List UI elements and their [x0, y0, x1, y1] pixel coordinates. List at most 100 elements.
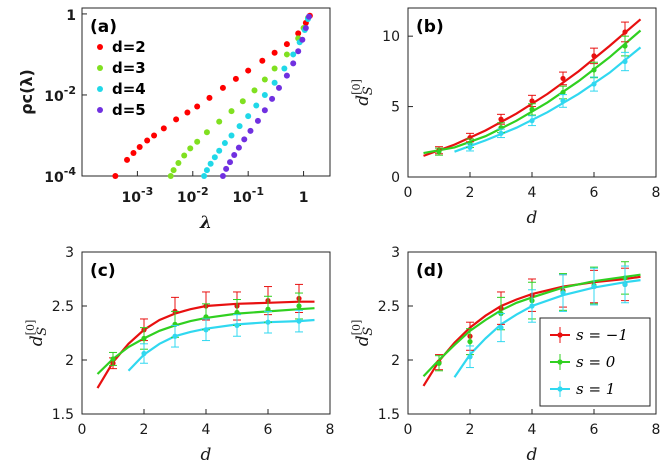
legend-label-a-2: d=4	[112, 80, 146, 98]
data-point-2-2-2	[203, 327, 209, 333]
legend-marker-3-0	[557, 332, 563, 338]
fit-line-2-1	[96, 307, 315, 375]
data-point-3-2-2	[529, 303, 535, 309]
x-tick-label-3-4: 8	[652, 422, 661, 438]
data-point-1-0-2	[498, 116, 504, 122]
data-point-3-1-0	[436, 360, 442, 366]
data-point-a-0-0	[112, 173, 119, 179]
data-point-a-3-11	[283, 72, 290, 79]
x-tick-label-2-3: 6	[264, 422, 273, 438]
data-point-a-2-3	[211, 154, 218, 161]
x-tick-label-a-0: 10-3	[122, 185, 154, 206]
x-axis-label-1: d	[527, 208, 538, 228]
data-point-a-0-15	[271, 49, 278, 56]
data-point-a-1-12	[271, 65, 278, 72]
x-axis-label-2: d	[201, 445, 212, 465]
data-point-a-0-5	[151, 132, 158, 139]
data-point-a-3-5	[241, 136, 248, 143]
x-tick-label-1-2: 4	[528, 185, 537, 201]
data-point-a-2-13	[290, 51, 297, 58]
data-point-a-3-10	[275, 84, 282, 91]
data-point-a-2-6	[228, 132, 235, 139]
data-point-a-0-9	[194, 103, 201, 110]
data-point-2-1-0	[110, 356, 116, 362]
fit-line-3-0	[422, 275, 641, 387]
data-point-a-1-11	[261, 76, 268, 83]
data-point-a-0-10	[206, 94, 213, 101]
panel-label-0: (a)	[90, 17, 117, 37]
data-point-2-1-4	[234, 309, 240, 316]
legend-marker-a-1	[97, 65, 103, 71]
data-point-1-2-4	[591, 81, 597, 87]
data-point-1-2-1	[498, 130, 504, 136]
data-point-3-2-4	[591, 283, 597, 290]
data-point-a-3-14	[299, 36, 306, 43]
data-point-a-0-11	[219, 84, 226, 91]
y-tick-label-a-0: 10-4	[44, 165, 76, 186]
x-tick-label-2-4: 8	[326, 422, 335, 438]
data-point-a-0-17	[295, 30, 302, 37]
x-tick-label-1-4: 8	[652, 185, 661, 201]
x-tick-label-2-2: 4	[202, 422, 211, 438]
legend-label-3-1: s = 0	[576, 353, 616, 371]
data-point-1-1-0	[436, 149, 442, 155]
fit-line-3-1	[422, 273, 641, 377]
data-point-a-1-7	[216, 118, 223, 125]
data-point-a-0-1	[124, 156, 131, 163]
data-point-1-1-1	[467, 140, 473, 146]
y-axis-label-a: ρc(λ)	[17, 69, 36, 115]
fit-line-2-0	[96, 300, 315, 389]
data-point-a-1-8	[228, 108, 235, 115]
data-point-1-1-6	[622, 43, 628, 49]
data-point-a-3-4	[235, 144, 242, 151]
data-point-a-3-13	[295, 48, 302, 55]
fit-line-1-0	[423, 18, 642, 157]
y-tick-label-a-2: 1	[66, 8, 76, 24]
data-point-a-1-9	[239, 98, 246, 105]
data-point-a-2-1	[203, 167, 210, 174]
y-tick-label-3-3: 3	[391, 245, 400, 261]
y-tick-label-2-0: 1.5	[52, 407, 74, 423]
data-point-1-2-0	[467, 144, 473, 151]
data-point-2-2-1	[172, 333, 178, 339]
y-tick-label-1-2: 10	[382, 29, 400, 45]
data-point-1-0-6	[622, 29, 628, 35]
data-point-a-1-2	[175, 159, 182, 166]
data-point-1-2-5	[622, 58, 628, 65]
fit-line-1-1	[423, 29, 642, 155]
x-tick-label-2-1: 2	[140, 422, 149, 438]
data-point-a-0-12	[232, 75, 239, 82]
y-tick-label-3-1: 2	[391, 353, 400, 369]
panel-label-1: (b)	[416, 17, 444, 37]
data-point-2-2-5	[296, 318, 302, 324]
x-tick-label-1-1: 2	[466, 185, 475, 201]
y-tick-label-2-1: 2	[65, 353, 74, 369]
y-tick-label-a-1: 10-2	[44, 84, 76, 105]
data-point-a-2-5	[221, 140, 228, 147]
x-tick-label-3-2: 4	[528, 422, 537, 438]
y-axis-label-3: d[0]S	[350, 320, 376, 346]
data-point-2-1-1	[141, 335, 147, 341]
data-point-a-1-6	[203, 129, 210, 136]
data-point-a-2-12	[281, 65, 288, 72]
data-point-1-1-3	[529, 106, 535, 112]
fit-line-1-2	[454, 46, 642, 153]
x-tick-label-1-3: 6	[590, 185, 599, 201]
data-point-a-0-8	[184, 109, 191, 116]
x-tick-label-a-3: 1	[299, 190, 309, 206]
data-point-a-1-5	[194, 138, 201, 145]
y-tick-label-2-2: 2.5	[52, 299, 74, 315]
data-point-1-2-2	[529, 118, 535, 124]
data-point-a-3-7	[254, 117, 261, 124]
y-tick-label-3-2: 2.5	[378, 299, 400, 315]
data-point-a-2-7	[236, 123, 243, 130]
data-point-a-0-14	[259, 57, 266, 64]
data-point-a-3-0	[219, 173, 226, 179]
data-point-a-0-4	[144, 137, 151, 144]
data-point-a-3-9	[269, 95, 276, 102]
data-point-a-1-1	[170, 167, 177, 174]
data-point-3-2-0	[467, 354, 473, 360]
data-point-1-1-4	[560, 89, 566, 96]
x-axis-label-a: λ	[199, 213, 212, 233]
